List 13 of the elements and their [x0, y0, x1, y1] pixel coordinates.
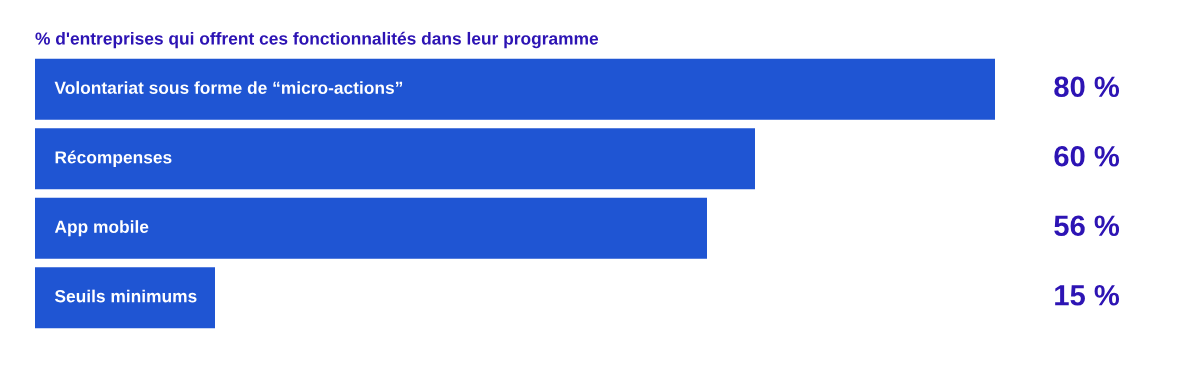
y-tick-label: Volontariat sous forme de “micro-actions”: [54, 81, 403, 94]
y-tick-label: App mobile: [54, 220, 149, 237]
data-label: 15 %: [1055, 284, 1120, 306]
bar: [35, 58, 995, 120]
chart-title: % d'entreprises qui offrent ces fonctionnalités dans leur programme: [35, 31, 599, 49]
data-label: 56 %: [1054, 215, 1120, 237]
bar: [35, 128, 755, 190]
bar: [35, 197, 707, 259]
y-tick-label: Récompenses: [55, 150, 172, 167]
y-tick-label: Seuils minimums: [54, 289, 197, 303]
data-label: 60 %: [1054, 145, 1120, 167]
bar: [35, 267, 215, 329]
data-label: 80 %: [1054, 76, 1120, 98]
